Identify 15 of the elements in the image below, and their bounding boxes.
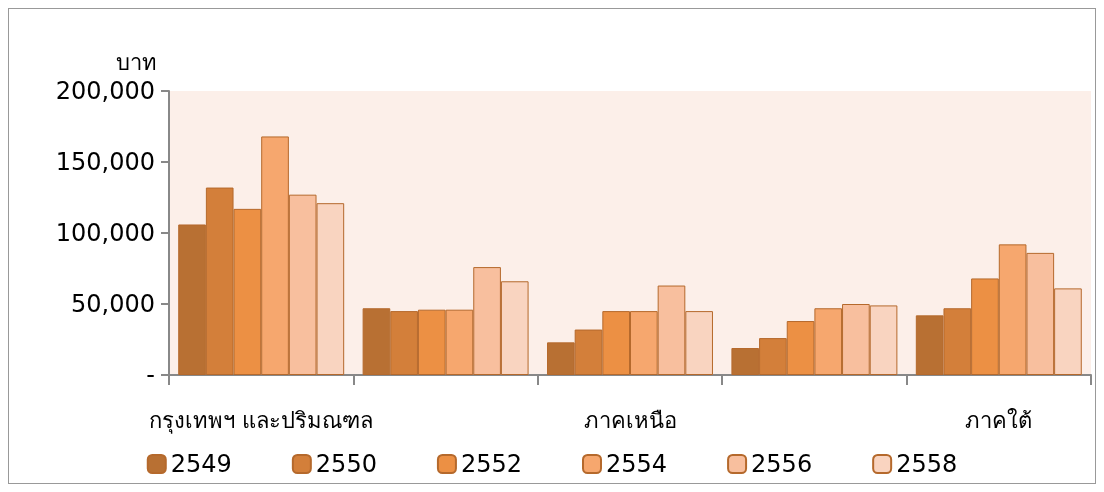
y-tick-label: 200,000 — [55, 77, 155, 105]
legend-label: 2552 — [460, 450, 522, 478]
legend-label: 2554 — [606, 450, 668, 478]
x-tick-label: ภาคเหนือ — [583, 407, 677, 433]
y-tick-label: 150,000 — [55, 148, 155, 176]
y-tick-label: 50,000 — [71, 290, 155, 318]
legend-label: 2550 — [315, 450, 377, 478]
legend-label: 2549 — [170, 450, 232, 478]
legend-label: 2556 — [751, 450, 813, 478]
y-tick-label: 100,000 — [55, 219, 155, 247]
legend-label: 2558 — [896, 450, 958, 478]
y-tick-label: - — [146, 361, 155, 389]
x-tick-label: ภาคใต้ — [965, 407, 1033, 433]
y-axis-title: บาท — [116, 49, 157, 75]
x-tick-label: กรุงเทพฯ และปริมณฑล — [149, 407, 374, 434]
